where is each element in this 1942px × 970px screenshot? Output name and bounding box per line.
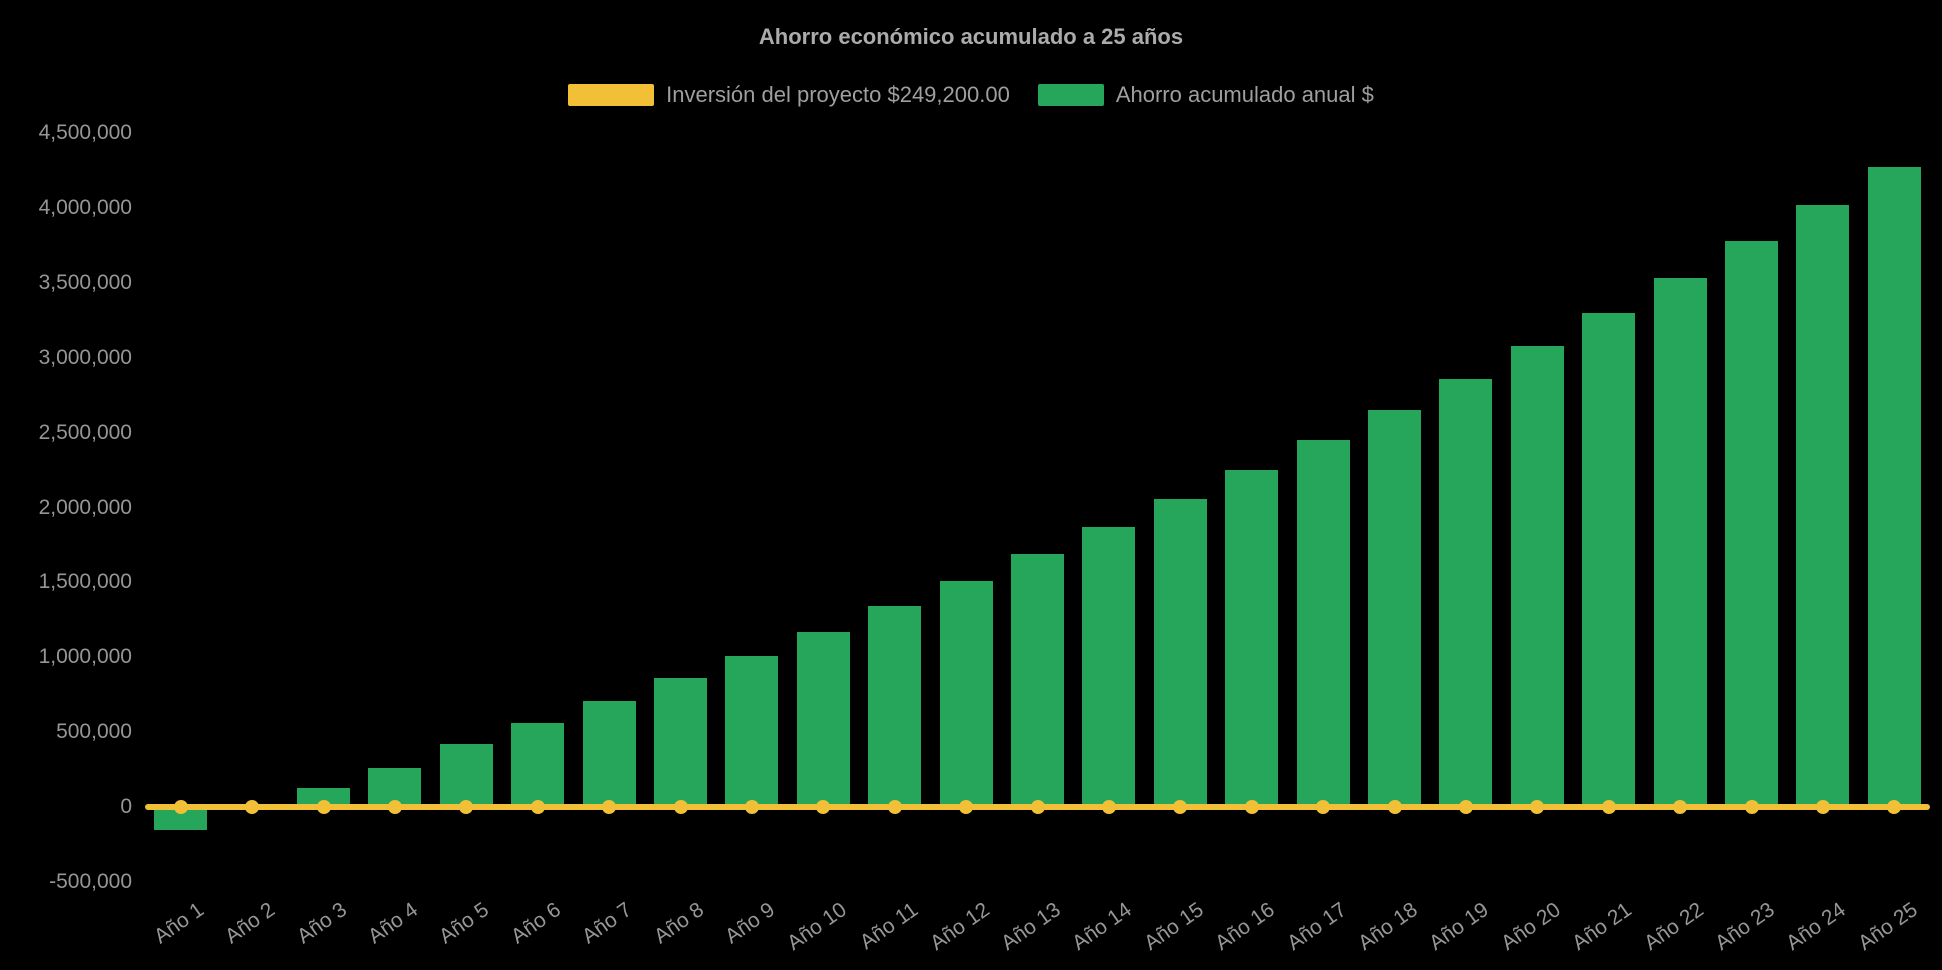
x-axis-label-year-15: Año 15 bbox=[1139, 898, 1208, 956]
y-axis-label-3: 3,000,000 bbox=[38, 345, 132, 369]
y-axis-label-5: 2,000,000 bbox=[38, 495, 132, 519]
line-point-year-13 bbox=[1030, 800, 1045, 815]
legend-label-accumulated-savings: Ahorro acumulado anual $ bbox=[1115, 82, 1374, 107]
x-axis-label-year-21: Año 21 bbox=[1568, 898, 1636, 956]
bar-year-16 bbox=[1225, 470, 1279, 808]
bar-year-23 bbox=[1725, 240, 1778, 808]
line-point-year-20 bbox=[1530, 800, 1545, 815]
bar-year-20 bbox=[1510, 345, 1564, 808]
line-point-year-11 bbox=[887, 800, 902, 815]
bar-year-17 bbox=[1296, 440, 1350, 808]
x-axis-label-year-3: Año 3 bbox=[292, 898, 351, 949]
legend-label-investment-line: Inversión del proyecto $249,200.00 bbox=[666, 82, 1010, 107]
line-point-year-21 bbox=[1601, 800, 1616, 815]
y-axis-label-7: 1,000,000 bbox=[38, 645, 132, 669]
bar-year-12 bbox=[939, 580, 993, 808]
line-point-year-9 bbox=[744, 800, 759, 815]
x-axis-label-year-6: Año 6 bbox=[506, 898, 565, 949]
x-axis-label-year-11: Año 11 bbox=[855, 898, 922, 955]
bar-year-13 bbox=[1011, 553, 1064, 808]
chart-title: Ahorro económico acumulado a 25 años bbox=[758, 24, 1184, 49]
x-axis-label-year-10: Año 10 bbox=[782, 898, 851, 956]
bar-year-8 bbox=[654, 678, 707, 808]
bar-year-25 bbox=[1867, 167, 1921, 808]
x-axis-label-year-16: Año 16 bbox=[1211, 898, 1279, 956]
x-axis-label-year-24: Año 24 bbox=[1782, 898, 1851, 956]
line-point-year-23 bbox=[1744, 800, 1759, 815]
y-axis-label-1: 4,000,000 bbox=[38, 195, 132, 219]
bar-year-22 bbox=[1653, 278, 1707, 808]
bar-year-7 bbox=[582, 700, 636, 808]
line-point-year-10 bbox=[816, 800, 831, 815]
bar-year-1 bbox=[154, 807, 208, 830]
bar-year-9 bbox=[725, 655, 779, 808]
line-point-year-14 bbox=[1101, 800, 1116, 815]
bar-year-18 bbox=[1368, 410, 1421, 808]
x-axis-label-year-7: Año 7 bbox=[578, 898, 637, 949]
y-axis-label-2: 3,500,000 bbox=[38, 270, 132, 294]
line-point-year-3 bbox=[316, 800, 331, 815]
line-point-year-7 bbox=[602, 800, 617, 815]
x-axis-label-year-14: Año 14 bbox=[1068, 898, 1137, 956]
x-axis-label-year-9: Año 9 bbox=[720, 898, 780, 949]
bar-year-11 bbox=[868, 606, 922, 808]
y-axis-label-8: 500,000 bbox=[56, 720, 132, 744]
x-axis-label-year-18: Año 18 bbox=[1353, 898, 1422, 956]
x-axis-label-year-22: Año 22 bbox=[1639, 898, 1708, 956]
x-axis-label-year-17: Año 17 bbox=[1282, 898, 1351, 956]
bar-year-5 bbox=[439, 744, 493, 808]
line-point-year-25 bbox=[1887, 800, 1902, 815]
bar-year-10 bbox=[796, 631, 850, 808]
x-axis-label-year-25: Año 25 bbox=[1853, 898, 1922, 956]
line-point-year-1 bbox=[173, 800, 188, 815]
x-axis-label-year-8: Año 8 bbox=[649, 898, 708, 949]
y-axis-label-9: 0 bbox=[120, 795, 132, 819]
y-axis-label-10: -500,000 bbox=[49, 870, 132, 893]
x-axis-label-year-20: Año 20 bbox=[1496, 898, 1565, 956]
x-axis-label-year-13: Año 13 bbox=[996, 898, 1065, 956]
y-axis-label-4: 2,500,000 bbox=[38, 420, 132, 444]
x-axis-label-year-5: Año 5 bbox=[435, 898, 494, 949]
bar-year-15 bbox=[1153, 498, 1207, 808]
legend-swatch-accumulated-savings bbox=[1037, 84, 1104, 106]
legend-item-accumulated-savings[interactable]: Ahorro acumulado anual $ bbox=[1037, 82, 1374, 108]
line-point-year-19 bbox=[1458, 800, 1473, 815]
line-point-year-4 bbox=[387, 800, 402, 815]
legend-swatch-investment-line bbox=[568, 84, 655, 106]
line-point-year-18 bbox=[1387, 800, 1402, 815]
bar-year-3 bbox=[297, 787, 350, 808]
line-point-year-22 bbox=[1673, 800, 1688, 815]
legend-item-investment-line[interactable]: Inversión del proyecto $249,200.00 bbox=[568, 82, 1010, 108]
line-point-year-12 bbox=[959, 800, 974, 815]
bar-year-19 bbox=[1439, 378, 1493, 808]
x-axis-label-year-23: Año 23 bbox=[1710, 898, 1779, 956]
bar-year-14 bbox=[1082, 526, 1136, 808]
line-point-year-8 bbox=[673, 800, 688, 815]
bar-year-6 bbox=[511, 723, 565, 808]
x-axis-label-year-4: Año 4 bbox=[363, 898, 423, 949]
line-point-year-15 bbox=[1173, 800, 1188, 815]
line-point-year-16 bbox=[1244, 800, 1259, 815]
legend: Inversión del proyecto $249,200.00 Ahorro… bbox=[0, 82, 1942, 108]
line-point-year-24 bbox=[1815, 800, 1830, 815]
bar-year-21 bbox=[1582, 312, 1636, 808]
x-axis-label-year-2: Año 2 bbox=[221, 898, 280, 949]
bar-year-24 bbox=[1796, 204, 1850, 808]
line-point-year-2 bbox=[245, 800, 260, 815]
y-axis-label-0: 4,500,000 bbox=[38, 121, 132, 144]
line-point-year-17 bbox=[1316, 800, 1331, 815]
line-point-year-5 bbox=[459, 800, 474, 815]
y-axis-label-6: 1,500,000 bbox=[38, 570, 132, 594]
x-axis-label-year-19: Año 19 bbox=[1425, 898, 1494, 956]
x-axis-label-year-1: Año 1 bbox=[149, 898, 208, 949]
x-axis-label-year-12: Año 12 bbox=[925, 898, 994, 956]
line-point-year-6 bbox=[530, 800, 545, 815]
